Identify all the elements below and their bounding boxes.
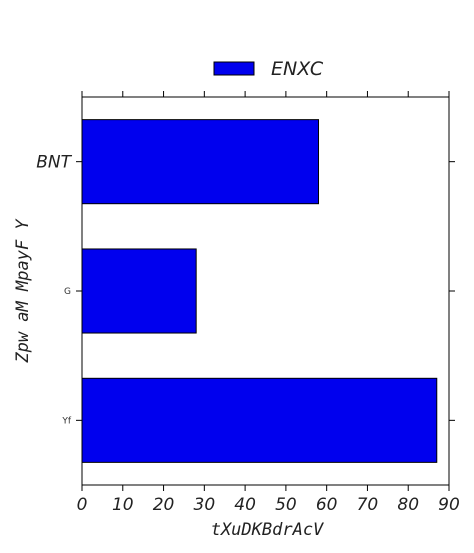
x-tick-label-40: 40 [234,495,256,515]
bar-g [81,248,197,334]
bar-yf [81,377,438,463]
x-tick-label-80: 80 [397,495,419,515]
x-tick-label-50: 50 [275,495,297,515]
legend: ENXC [213,58,324,80]
x-tick-label-90: 90 [438,495,460,515]
bars-layer [81,119,438,463]
ticks-layer [76,91,455,491]
legend-label: ENXC [271,58,324,80]
x-tick-label-0: 0 [77,495,88,515]
y-tick-label-yf: Yf [61,416,71,426]
y-tick-labels: BNT G Yf [36,153,72,427]
bar-bnt [81,119,320,205]
y-tick-label-bnt: BNT [36,153,72,173]
x-tick-label-10: 10 [112,495,134,515]
x-tick-label-20: 20 [153,495,175,515]
x-tick-label-60: 60 [316,495,338,515]
x-axis-title: tXuDKBdrAcV [211,520,324,540]
x-tick-labels: 0 10 20 30 40 50 60 70 80 90 [77,495,460,515]
y-tick-label-g: G [64,287,71,297]
y-axis-title: Zpw aM MpayF Y [13,218,33,364]
legend-swatch [213,61,255,76]
x-tick-label-70: 70 [357,495,379,515]
x-tick-label-30: 30 [194,495,216,515]
